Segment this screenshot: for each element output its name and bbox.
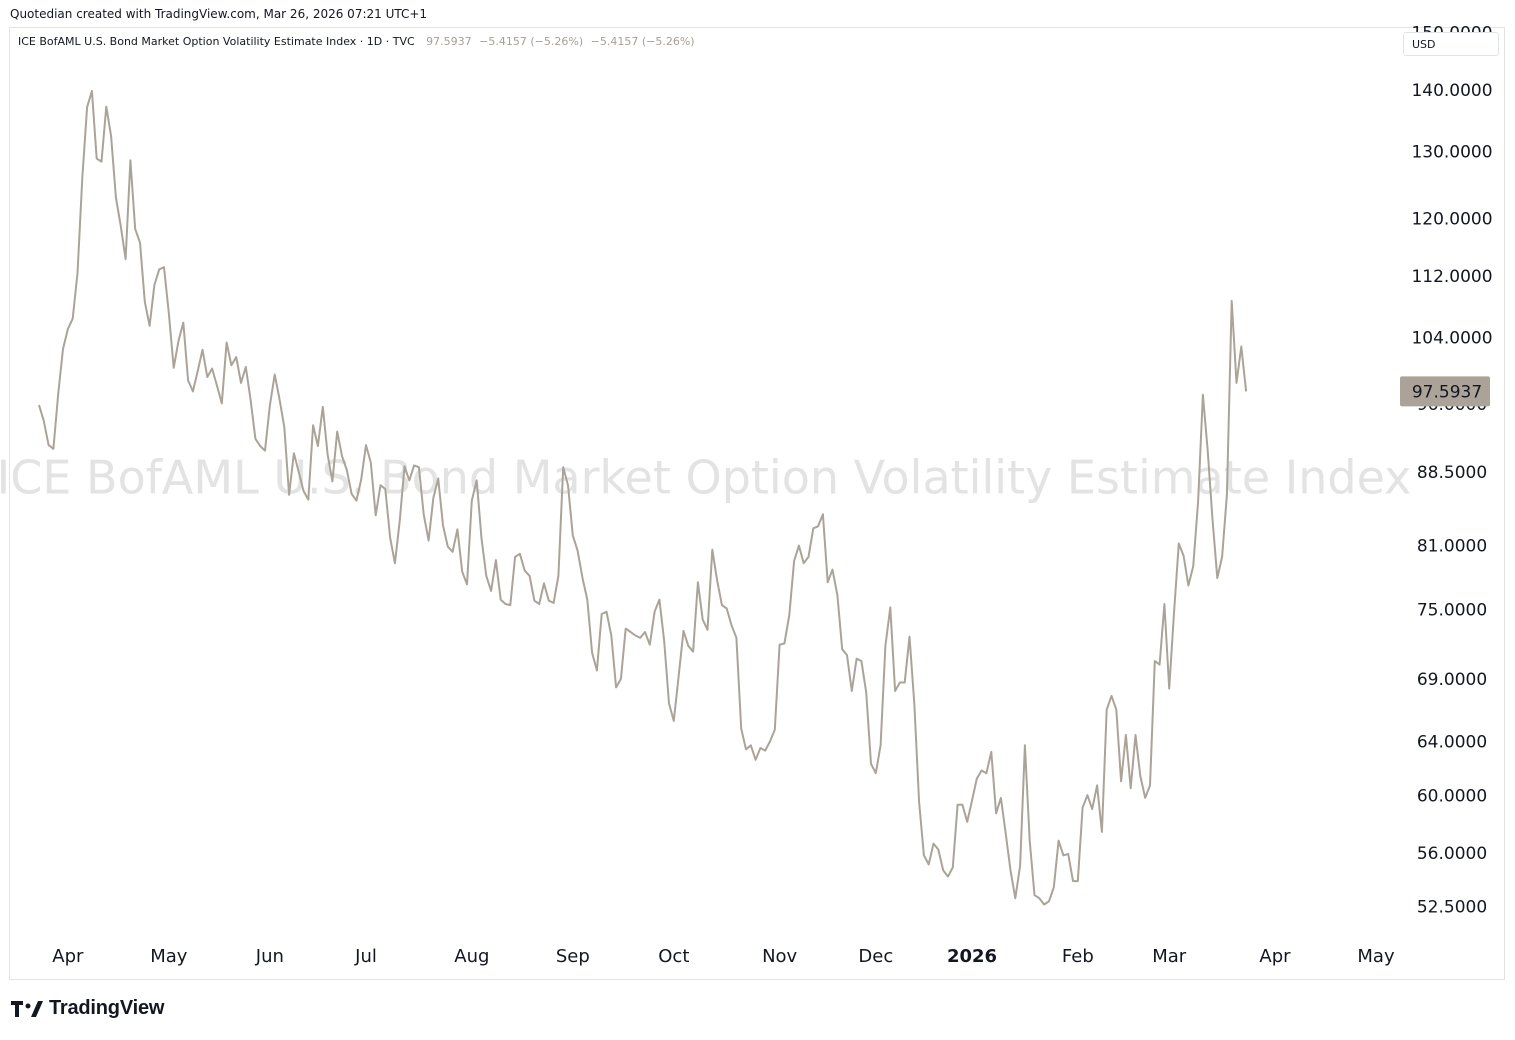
y-tick-label: 75.0000: [1417, 601, 1487, 621]
x-tick-label: Dec: [858, 946, 893, 967]
chart-watermark: ICE BofAML U.S. Bond Market Option Volat…: [0, 451, 1411, 505]
series-line: [38, 90, 1248, 906]
y-tick-label: 112.0000: [1411, 267, 1492, 287]
x-tick-label: 2026: [947, 946, 997, 967]
x-tick-label: Mar: [1152, 946, 1187, 967]
x-tick-label: Feb: [1062, 946, 1094, 967]
x-tick-label: Sep: [556, 946, 590, 967]
x-tick-label: Apr: [1259, 946, 1291, 967]
y-tick-label: 56.0000: [1417, 844, 1487, 864]
chart-frame: [9, 27, 1505, 980]
y-tick-label: 64.0000: [1417, 733, 1487, 753]
y-tick-label: 88.5000: [1417, 463, 1487, 483]
last-value-badge: [1400, 376, 1490, 407]
y-tick-label: 140.0000: [1411, 81, 1492, 101]
currency-selector[interactable]: USD: [1403, 32, 1499, 56]
y-tick-label: 60.0000: [1417, 786, 1487, 806]
y-tick-label: 130.0000: [1411, 143, 1492, 163]
x-tick-label: Apr: [52, 946, 84, 967]
chart-legend: ICE BofAML U.S. Bond Market Option Volat…: [18, 35, 695, 48]
legend-last-value: 97.5937: [426, 35, 472, 48]
x-tick-label: Aug: [454, 946, 489, 967]
x-tick-label: May: [150, 946, 188, 967]
x-tick-label: Oct: [658, 946, 689, 967]
x-tick-label: Nov: [762, 946, 797, 967]
legend-change: −5.4157 (−5.26%): [479, 35, 584, 48]
y-tick-label: 81.0000: [1417, 537, 1487, 557]
tradingview-logo[interactable]: TradingView: [11, 997, 164, 1020]
y-tick-label: 69.0000: [1417, 670, 1487, 690]
legend-change-secondary: −5.4157 (−5.26%): [590, 35, 695, 48]
y-tick-label: 52.5000: [1417, 898, 1487, 918]
x-tick-label: Jun: [255, 946, 284, 967]
tradingview-brand: TradingView: [49, 997, 165, 1019]
last-value-label: 97.5937: [1412, 382, 1482, 402]
y-tick-label: 104.0000: [1411, 328, 1492, 348]
legend-title: ICE BofAML U.S. Bond Market Option Volat…: [18, 35, 415, 48]
x-tick-label: May: [1357, 946, 1395, 967]
tradingview-logo-icon: [11, 1000, 43, 1017]
chart-caption: Quotedian created with TradingView.com, …: [10, 7, 428, 21]
y-tick-label: 120.0000: [1411, 209, 1492, 229]
x-tick-label: Jul: [354, 946, 377, 967]
